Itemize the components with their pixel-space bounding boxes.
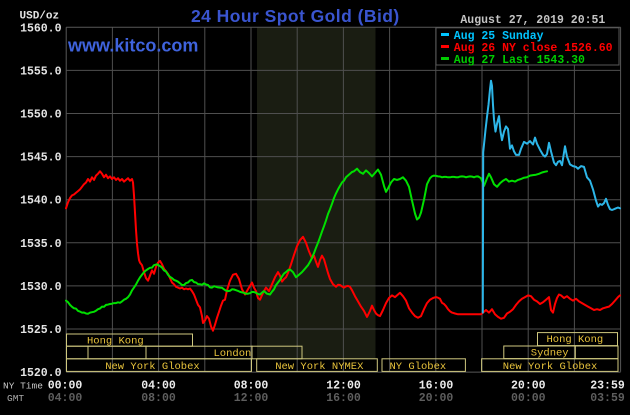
svg-text:www.kitco.com: www.kitco.com <box>67 36 198 56</box>
svg-text:08:00: 08:00 <box>234 379 269 392</box>
svg-text:1530.0: 1530.0 <box>20 281 62 294</box>
svg-text:16:00: 16:00 <box>419 379 454 392</box>
svg-text:Hong Kong: Hong Kong <box>87 336 144 348</box>
svg-text:1545.0: 1545.0 <box>20 152 62 165</box>
svg-text:20:00: 20:00 <box>511 379 546 392</box>
svg-text:04:00: 04:00 <box>141 379 176 392</box>
svg-text:New York NYMEX: New York NYMEX <box>275 361 364 373</box>
svg-text:12:00: 12:00 <box>234 392 269 405</box>
svg-text:1550.0: 1550.0 <box>20 109 62 122</box>
svg-text:Hong Kong: Hong Kong <box>547 334 604 346</box>
svg-text:NY Globex: NY Globex <box>390 361 447 373</box>
svg-text:24 Hour Spot Gold (Bid): 24 Hour Spot Gold (Bid) <box>191 6 400 26</box>
svg-text:1555.0: 1555.0 <box>20 65 62 78</box>
svg-text:08:00: 08:00 <box>141 392 176 405</box>
svg-text:Aug 27 Last 1543.30: Aug 27 Last 1543.30 <box>454 54 585 67</box>
svg-text:London: London <box>214 348 252 360</box>
svg-text:Sydney: Sydney <box>531 348 569 360</box>
svg-text:1560.0: 1560.0 <box>20 22 62 35</box>
svg-text:Aug 25 Sunday: Aug 25 Sunday <box>454 30 544 43</box>
svg-text:04:00: 04:00 <box>48 392 83 405</box>
svg-text:1520.0: 1520.0 <box>20 367 62 380</box>
svg-text:20:00: 20:00 <box>419 392 454 405</box>
svg-text:USD/oz: USD/oz <box>20 11 60 23</box>
svg-text:16:00: 16:00 <box>326 392 361 405</box>
svg-text:00:00: 00:00 <box>48 379 83 392</box>
svg-text:GMT: GMT <box>7 393 24 404</box>
svg-text:00:00: 00:00 <box>511 392 546 405</box>
svg-text:1525.0: 1525.0 <box>20 324 62 337</box>
svg-text:03:59: 03:59 <box>590 392 625 405</box>
svg-text:1540.0: 1540.0 <box>20 195 62 208</box>
svg-text:23:59: 23:59 <box>590 379 625 392</box>
svg-text:Aug 26 NY close 1526.60: Aug 26 NY close 1526.60 <box>454 42 613 55</box>
svg-text:New York Globex: New York Globex <box>105 361 200 373</box>
svg-text:August 27, 2019 20:51: August 27, 2019 20:51 <box>460 14 605 27</box>
svg-text:12:00: 12:00 <box>326 379 361 392</box>
svg-text:1535.0: 1535.0 <box>20 238 62 251</box>
svg-text:New York Globex: New York Globex <box>503 361 598 373</box>
svg-text:NY Time: NY Time <box>3 380 43 391</box>
